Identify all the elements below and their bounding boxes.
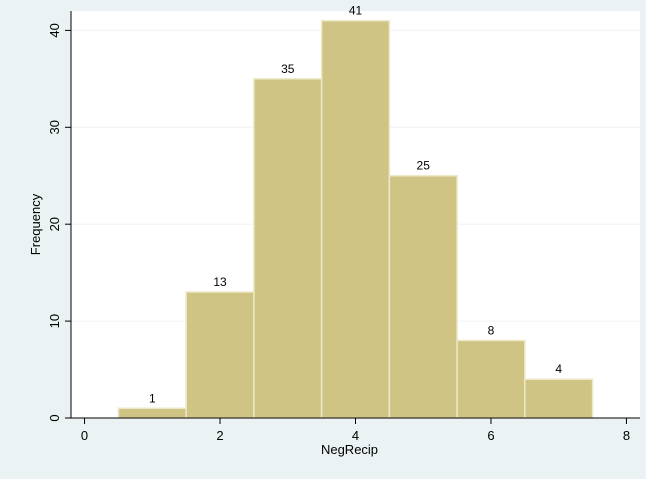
- y-tick-label: 0: [47, 414, 62, 421]
- histogram-bar: [456, 339, 526, 419]
- histogram-bar: [388, 174, 458, 419]
- x-tick-label: 8: [623, 428, 630, 443]
- bar-value-label: 8: [488, 323, 495, 337]
- bar-value-label: 25: [417, 159, 431, 173]
- bars: [117, 19, 594, 419]
- bar-value-label: 1: [149, 391, 156, 405]
- y-axis-title: Frequency: [28, 193, 43, 255]
- bar-value-label: 41: [349, 4, 363, 18]
- x-tick-label: 4: [352, 428, 359, 443]
- x-axis-title: NegRecip: [321, 442, 378, 457]
- y-tick-label: 20: [47, 217, 62, 231]
- histogram-bar: [524, 378, 594, 419]
- histogram-bar: [117, 407, 187, 419]
- bar-value-label: 4: [555, 362, 562, 376]
- x-tick-label: 2: [216, 428, 223, 443]
- bar-value-label: 35: [281, 62, 295, 76]
- histogram-bar: [253, 78, 323, 419]
- x-tick-label: 0: [81, 428, 88, 443]
- bar-value-label: 13: [213, 275, 227, 289]
- y-tick-label: 40: [47, 23, 62, 37]
- data-labels: 1 13 35 41 25 8 4: [149, 4, 562, 406]
- histogram-bar: [185, 291, 255, 419]
- histogram-bar: [320, 19, 391, 419]
- x-tick-label: 6: [487, 428, 494, 443]
- axes: 0 10 20 30 40 0 2 4 6 8: [47, 11, 640, 443]
- y-tick-label: 30: [47, 120, 62, 134]
- y-tick-label: 10: [47, 314, 62, 328]
